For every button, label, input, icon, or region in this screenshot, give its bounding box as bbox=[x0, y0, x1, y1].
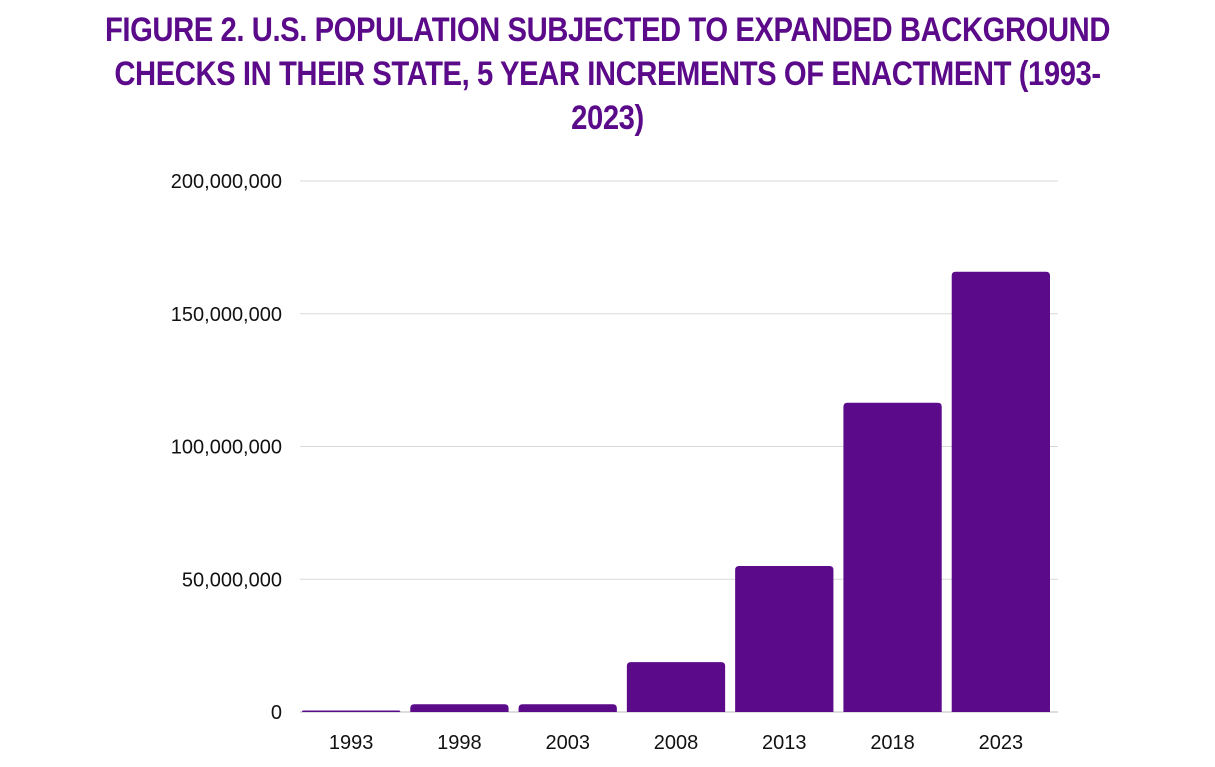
x-tick-label: 1993 bbox=[329, 732, 374, 754]
bar-2008 bbox=[626, 662, 726, 712]
x-tick-label: 2003 bbox=[545, 732, 590, 754]
bar-1998 bbox=[410, 704, 509, 712]
bar-2018 bbox=[843, 402, 942, 712]
x-tick-label: 2023 bbox=[979, 732, 1024, 754]
x-tick-label: 1998 bbox=[437, 732, 482, 754]
x-tick-label: 2008 bbox=[654, 732, 699, 754]
chart-title-line-1: FIGURE 2. U.S. POPULATION SUBJECTED TO E… bbox=[104, 11, 1111, 49]
bar-1993 bbox=[302, 710, 401, 712]
y-tick-label: 50,000,000 bbox=[182, 569, 282, 591]
bar-2003 bbox=[518, 704, 617, 712]
y-tick-label: 150,000,000 bbox=[171, 304, 282, 326]
x-tick-label: 2018 bbox=[870, 732, 915, 754]
x-tick-label: 2013 bbox=[762, 732, 807, 754]
y-tick-label: 200,000,000 bbox=[171, 171, 282, 193]
y-tick-label: 100,000,000 bbox=[171, 437, 282, 459]
chart-title-line-2: CHECKS IN THEIR STATE, 5 YEAR INCREMENTS… bbox=[114, 55, 1101, 137]
bar-2023 bbox=[951, 271, 1050, 712]
chart-title: FIGURE 2. U.S. POPULATION SUBJECTED TO E… bbox=[85, 8, 1130, 140]
bar-2013 bbox=[735, 565, 834, 712]
y-tick-label: 0 bbox=[271, 702, 282, 724]
